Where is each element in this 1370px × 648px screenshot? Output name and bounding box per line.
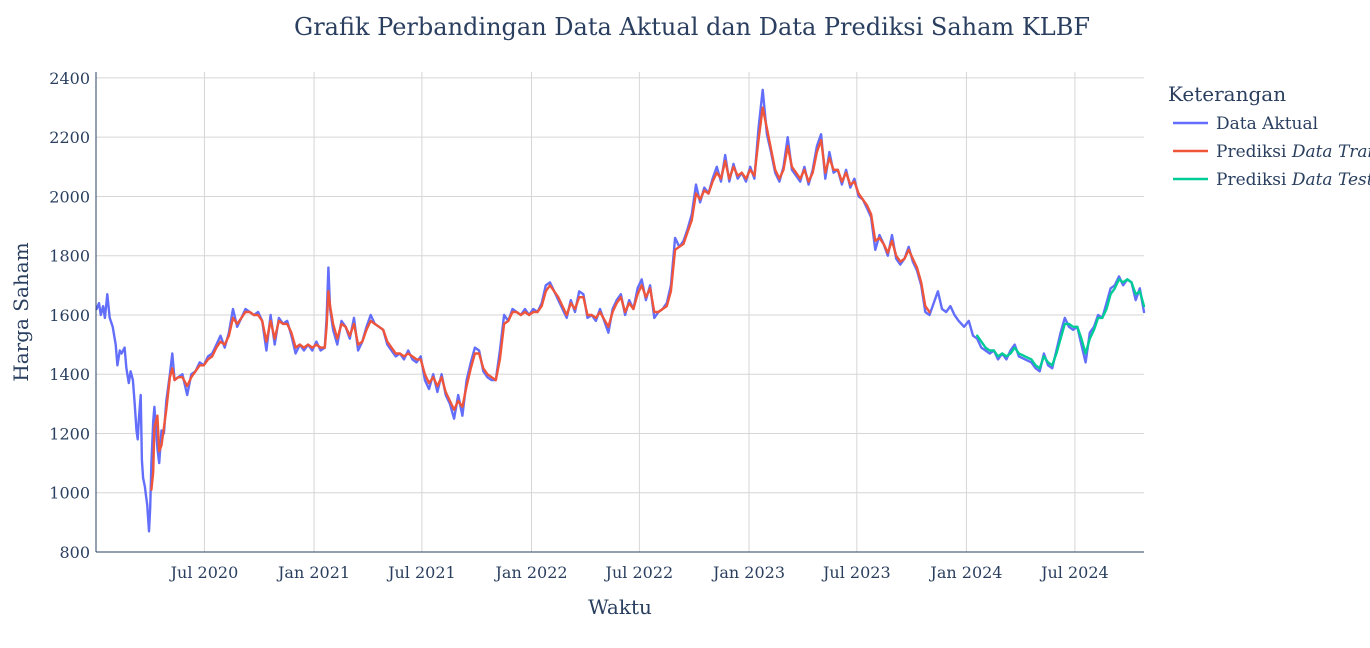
- y-tick-label: 1800: [49, 247, 90, 266]
- y-tick-label: 1400: [49, 365, 90, 384]
- axes: [95, 72, 1144, 553]
- y-tick-label: 800: [59, 543, 90, 562]
- y-axis-label: Harga Saham: [9, 242, 33, 381]
- gridlines: [96, 72, 1144, 553]
- series-line-2[interactable]: [150, 106, 931, 491]
- x-tick-label: Jan 2024: [928, 563, 1002, 582]
- legend-label[interactable]: Data Aktual: [1216, 114, 1318, 134]
- y-tick-label: 2200: [49, 128, 90, 147]
- series-line-3[interactable]: [976, 278, 1146, 370]
- x-tick-label: Jul 2022: [604, 563, 674, 582]
- legend-label[interactable]: Prediksi Data Train: [1216, 142, 1370, 162]
- x-tick-label: Jan 2021: [276, 563, 350, 582]
- x-axis-label: Waktu: [588, 595, 652, 619]
- y-tick-label: 2000: [49, 187, 90, 206]
- legend-title: Keterangan: [1168, 82, 1286, 106]
- chart-title: Grafik Perbandingan Data Aktual dan Data…: [294, 13, 1090, 41]
- y-tick-label: 1600: [49, 306, 90, 325]
- x-axis-ticks: Jul 2020 Jan 2021 Jul 2021 Jan 2022 Jul 2022…: [169, 563, 1109, 582]
- x-tick-label: Jul 2020: [169, 563, 239, 582]
- x-tick-label: Jan 2022: [493, 563, 567, 582]
- y-tick-label: 1000: [49, 484, 90, 503]
- y-tick-label: 2400: [49, 69, 90, 88]
- x-tick-label: Jul 2024: [1039, 563, 1109, 582]
- legend-label[interactable]: Prediksi Data Test: [1216, 170, 1370, 190]
- y-axis-ticks: 800 1000 1200 1400 1600 1800 2000 2200 2400: [49, 69, 90, 562]
- y-tick-label: 1200: [49, 424, 90, 443]
- series-lines[interactable]: [95, 88, 1146, 533]
- x-tick-label: Jul 2021: [386, 563, 456, 582]
- x-tick-label: Jan 2023: [711, 563, 785, 582]
- series-line-1[interactable]: [95, 88, 1146, 533]
- legend[interactable]: Keterangan Data Aktual Prediksi Data Trai…: [1168, 82, 1370, 190]
- x-tick-label: Jul 2023: [821, 563, 891, 582]
